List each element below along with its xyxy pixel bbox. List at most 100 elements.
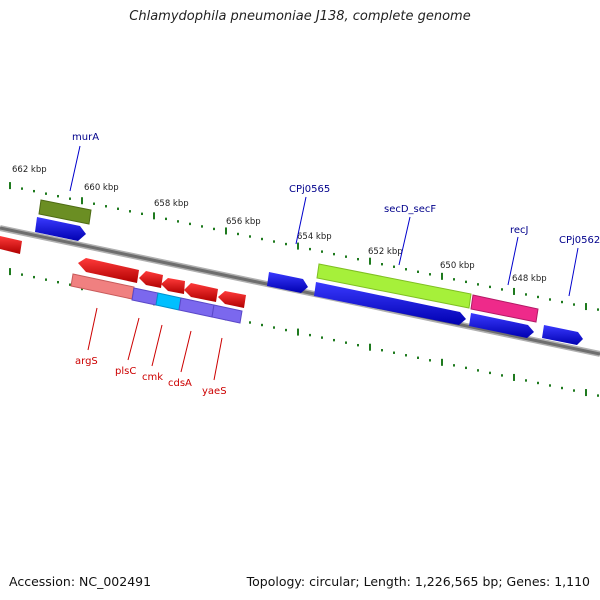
upper-minor-tick	[33, 189, 35, 193]
lower-major-tick	[585, 389, 587, 397]
upper-minor-tick	[561, 300, 563, 304]
cds-arrow-CPj0565	[267, 272, 308, 293]
cds-arrow-recJ	[469, 313, 534, 338]
lower-minor-tick	[285, 328, 287, 332]
tick-label-650: 650 kbp	[440, 261, 475, 271]
forward-leader-lines	[69, 145, 579, 297]
lower-minor-tick	[573, 389, 575, 392]
lower-minor-tick	[309, 333, 311, 337]
reverse-leader-lines	[87, 307, 223, 381]
lower-major-tick	[9, 268, 11, 276]
leader-CPj0565	[295, 196, 307, 245]
lower-minor-tick	[465, 366, 467, 370]
forward-gene-labels: murA CPj0565 secD_secF recJ CPj0562	[72, 132, 600, 246]
leader-argS	[87, 307, 98, 351]
upper-major-tick	[513, 287, 515, 295]
forward-cds-arrows[interactable]	[35, 217, 583, 345]
cds-arrow-cdsA	[184, 283, 218, 302]
feature-yaeS-bar	[211, 304, 243, 324]
leader-recJ	[507, 236, 519, 286]
leader-CPj0562	[568, 247, 579, 297]
lower-minor-tick	[561, 386, 563, 390]
lower-minor-tick	[525, 379, 527, 382]
upper-minor-tick	[465, 280, 467, 284]
lower-minor-tick	[453, 364, 455, 367]
upper-minor-tick	[549, 298, 551, 301]
upper-major-tick	[225, 227, 227, 235]
upper-minor-tick	[141, 212, 143, 216]
tick-label-654: 654 kbp	[297, 232, 332, 242]
lower-minor-tick	[597, 394, 599, 397]
lower-minor-tick	[261, 323, 263, 327]
upper-minor-tick	[477, 283, 479, 286]
upper-minor-tick	[285, 242, 287, 246]
cds-arrow-argS	[78, 258, 139, 283]
lower-minor-tick	[345, 341, 347, 344]
upper-minor-tick	[165, 217, 167, 221]
tick-labels: 662 kbp 660 kbp 658 kbp 656 kbp 654 kbp …	[12, 165, 547, 284]
gene-label-murA: murA	[72, 132, 99, 143]
tick-label-652: 652 kbp	[368, 247, 403, 257]
gene-label-CPj0565: CPj0565	[289, 184, 330, 195]
upper-minor-tick	[237, 232, 239, 236]
upper-minor-tick	[213, 227, 215, 231]
lower-minor-tick	[537, 381, 539, 385]
cds-arrow-left-edge	[0, 236, 22, 254]
leader-murA	[69, 145, 81, 192]
feature-secD-secF-bar	[316, 263, 472, 309]
accession-text: Accession: NC_002491	[9, 574, 152, 589]
upper-minor-tick	[261, 237, 263, 241]
upper-minor-tick	[405, 268, 407, 271]
upper-minor-tick	[21, 187, 23, 190]
upper-minor-tick	[309, 247, 311, 251]
upper-minor-tick	[189, 222, 191, 226]
tick-label-662: 662 kbp	[12, 165, 47, 175]
upper-minor-tick	[453, 278, 455, 281]
upper-minor-tick	[273, 240, 275, 243]
lower-minor-tick	[501, 374, 503, 377]
upper-minor-tick	[597, 308, 599, 311]
lower-minor-tick	[273, 326, 275, 329]
lower-major-tick	[441, 358, 443, 366]
cds-arrow-CPj0562	[542, 325, 583, 345]
upper-minor-tick	[45, 192, 47, 195]
upper-minor-tick	[93, 202, 95, 205]
lower-minor-tick	[69, 283, 71, 286]
map-title: Chlamydophila pneumoniae J138, complete …	[129, 9, 471, 24]
upper-major-tick	[9, 182, 11, 190]
feature-cdsA-bar	[178, 297, 215, 318]
reverse-cds-arrows[interactable]	[0, 236, 246, 308]
lower-minor-tick	[477, 369, 479, 372]
reverse-gene-labels: argS plsC cmk cdsA yaeS	[75, 356, 227, 397]
upper-major-tick	[441, 272, 443, 280]
feature-cmk-bar	[155, 292, 182, 311]
upper-minor-tick	[105, 205, 107, 208]
upper-minor-tick	[321, 250, 323, 253]
lower-minor-tick	[489, 371, 491, 375]
gene-label-cmk: cmk	[142, 372, 163, 383]
lower-minor-tick	[549, 384, 551, 387]
lower-minor-tick	[33, 275, 35, 279]
feature-recJ-bar	[470, 294, 539, 323]
upper-minor-tick	[357, 257, 359, 261]
upper-minor-tick	[537, 295, 539, 299]
lower-minor-tick	[321, 336, 323, 339]
forward-features[interactable]	[38, 199, 539, 323]
tick-label-660: 660 kbp	[84, 183, 119, 193]
feature-murA-bar	[38, 199, 92, 225]
gene-label-CPj0562: CPj0562	[559, 235, 600, 246]
lower-minor-tick	[21, 273, 23, 276]
upper-minor-tick	[429, 273, 431, 276]
reverse-features[interactable]	[70, 273, 243, 324]
upper-minor-tick	[201, 225, 203, 228]
lower-minor-tick	[249, 321, 251, 324]
gene-label-yaeS: yaeS	[202, 386, 227, 397]
cds-arrow-cmk	[161, 278, 185, 294]
upper-tick-row	[9, 182, 599, 311]
gene-label-secD-secF: secD_secF	[384, 204, 436, 215]
upper-minor-tick	[249, 235, 251, 238]
tick-label-658: 658 kbp	[154, 199, 189, 209]
leader-yaeS	[213, 337, 223, 381]
upper-major-tick	[81, 197, 83, 205]
